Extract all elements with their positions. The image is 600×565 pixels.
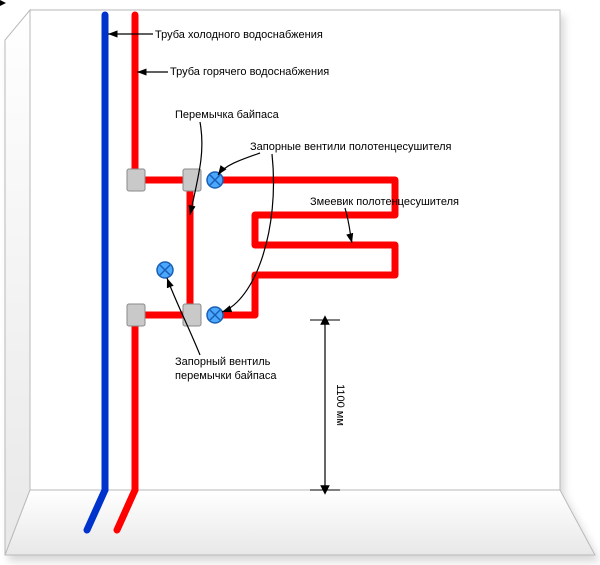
dimension-text: 1100 мм <box>334 384 346 426</box>
tee-fitting <box>183 169 201 191</box>
tee-fitting <box>127 304 145 326</box>
label-cold-pipe: Труба холодного водоснабжения <box>155 29 323 41</box>
label-hot-pipe: Труба горячего водоснабжения <box>170 66 329 78</box>
label-bypass: Перемычка байпаса <box>175 109 280 121</box>
room-box <box>5 10 595 555</box>
label-coil: Змеевик полотенцесушителя <box>310 196 459 208</box>
label-shutoff-valves: Запорные вентили полотенцесушителя <box>250 141 452 153</box>
label-bypass-valve2: перемычки байпаса <box>175 370 277 382</box>
valve-bypass <box>157 262 173 278</box>
valve-top <box>207 172 223 188</box>
label-bypass-valve1: Запорный вентиль <box>175 356 271 368</box>
valve-bottom <box>207 307 223 323</box>
tee-fitting <box>127 169 145 191</box>
